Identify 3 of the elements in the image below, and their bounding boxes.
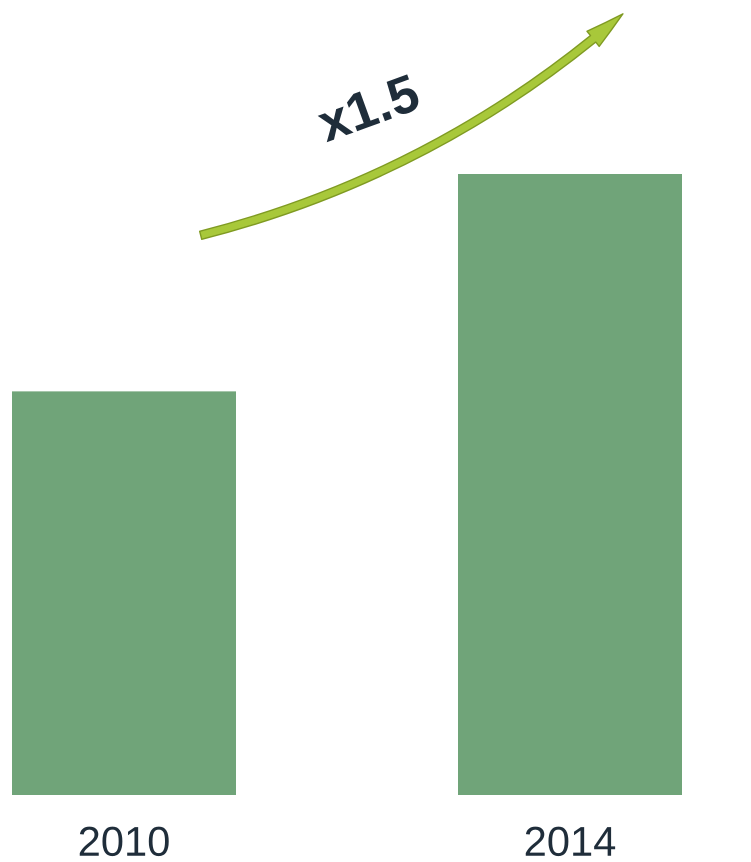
x-tick-label: 2014 (526, 826, 616, 856)
text: x1.5 (314, 74, 422, 143)
x-tick-label: 2010 (80, 826, 169, 856)
